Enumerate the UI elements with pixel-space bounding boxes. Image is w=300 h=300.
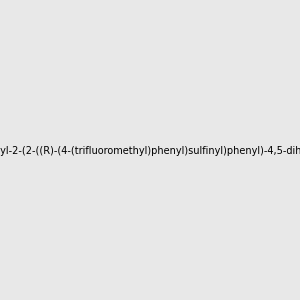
Text: (R)-4-Phenyl-2-(2-((R)-(4-(trifluoromethyl)phenyl)sulfinyl)phenyl)-4,5-dihydroox: (R)-4-Phenyl-2-(2-((R)-(4-(trifluorometh…: [0, 146, 300, 157]
